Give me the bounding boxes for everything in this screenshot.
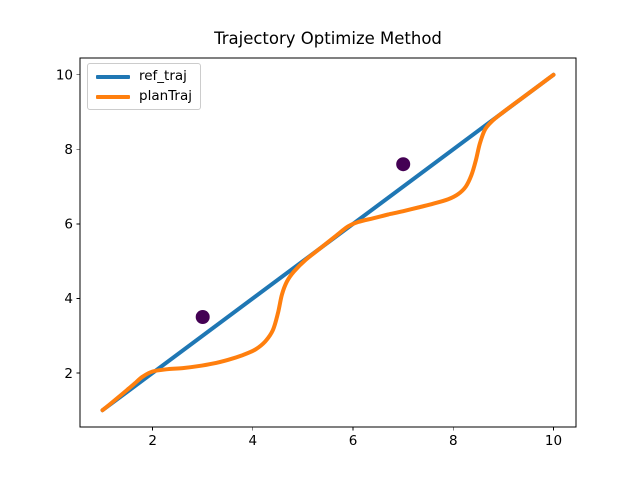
legend-label-ref-traj: ref_traj: [139, 68, 187, 84]
y-tick-label: 8: [64, 142, 73, 158]
y-tick-label: 6: [64, 217, 73, 233]
series-line-planTraj: [100, 72, 556, 413]
axes-spines: [79, 57, 577, 428]
x-tick-label: 8: [449, 433, 458, 449]
legend-entry-plan-traj: planTraj: [96, 88, 192, 105]
scatter-point-obstacles: [195, 310, 210, 324]
scatter-point-obstacles: [396, 157, 411, 172]
x-tick-label: 6: [349, 433, 358, 449]
x-tick-label: 10: [545, 433, 562, 449]
chart-title: Trajectory Optimize Method: [213, 29, 442, 48]
x-tick-label: 4: [249, 433, 258, 449]
legend-label-plan-traj: planTraj: [139, 88, 192, 104]
x-tick-label: 2: [148, 433, 157, 449]
y-tick-label: 4: [64, 291, 73, 307]
y-tick-label: 10: [56, 68, 73, 84]
legend: ref_traj planTraj: [87, 63, 201, 110]
y-tick-label: 2: [64, 366, 73, 382]
legend-line-swatch-ref-traj: [96, 74, 130, 79]
legend-line-swatch-plan-traj: [96, 94, 130, 99]
legend-entry-ref-traj: ref_traj: [96, 68, 192, 85]
